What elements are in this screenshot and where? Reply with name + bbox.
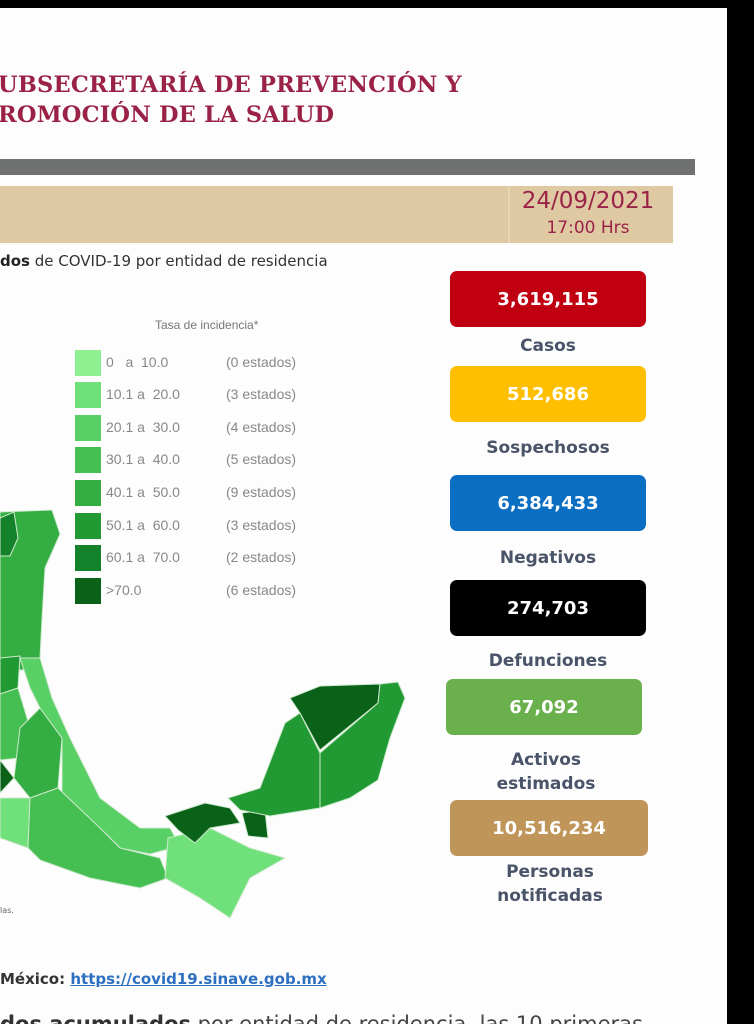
legend-item: 60.1 a 70.0 (2 estados) [75,545,335,571]
legend-item: 40.1 a 50.0 (9 estados) [75,480,335,506]
mexico-incidence-map [0,509,406,919]
bottom-text: dos acumulados por entidad de residencia… [0,1012,643,1024]
bottom-text-bold: dos acumulados [0,1012,191,1024]
report-date: 24/09/2021 [521,188,655,214]
stat-casos-label: Casos [520,336,576,356]
legend-range: 10.1 a 20.0 [106,386,180,402]
map-state [19,657,181,855]
legend-count: (2 estados) [226,549,297,565]
legend-item: 10.1 a 20.0 (3 estados) [75,382,335,408]
map-state [319,681,406,809]
legend-swatch [75,350,101,376]
stat-defunciones-box: 274,703 [450,580,646,636]
legend-count: (9 estados) [226,484,297,500]
legend-swatch [75,578,101,604]
stat-activos-label-line2: estimados [496,774,596,794]
legend-count: (3 estados) [226,386,297,402]
legend-item: 50.1 a 60.0 (3 estados) [75,513,335,539]
agency-title: UBSECRETARÍA DE PREVENCIÓN Y ROMOCIÓN DE… [0,70,462,130]
legend-range: 40.1 a 50.0 [106,484,180,500]
map-state [227,712,321,817]
legend-range: 50.1 a 60.0 [106,517,180,533]
stat-notificadas-label: Personas notificadas [452,860,648,908]
legend-swatch [75,382,101,408]
legend-item: >70.0 (6 estados) [75,578,335,604]
source-link[interactable]: https://covid19.sinave.gob.mx [70,970,327,988]
legend-range: 20.1 a 30.0 [106,419,180,435]
legend-swatch [75,513,101,539]
legend-swatch [75,415,101,441]
section-header-bar [0,186,673,243]
agency-title-line2: ROMOCIÓN DE LA SALUD [0,102,335,128]
stat-activos-box: 67,092 [446,679,642,735]
stat-activos-label: Activos estimados [448,748,644,796]
map-state [164,802,241,844]
map-state [164,827,286,919]
legend-count: (4 estados) [226,419,297,435]
stat-casos-box: 3,619,115 [450,271,646,327]
map-state [0,511,19,557]
map-state [0,797,31,849]
legend-range: 30.1 a 40.0 [106,451,180,467]
document-page: UBSECRETARÍA DE PREVENCIÓN Y ROMOCIÓN DE… [0,8,727,1024]
stat-notificadas-box: 10,516,234 [450,800,648,856]
source-prefix: México: [0,970,71,988]
legend-range: 0 a 10.0 [106,354,169,370]
map-footnote: las. [0,906,14,915]
legend-swatch [75,480,101,506]
legend-title: Tasa de incidencia* [155,318,259,332]
legend-range: 60.1 a 70.0 [106,549,180,565]
date-divider [508,186,510,243]
section-subtitle: dos de COVID-19 por entidad de residenci… [0,252,328,270]
subtitle-rest: de COVID-19 por entidad de residencia [29,252,328,270]
stat-sospechosos-box: 512,686 [450,366,646,422]
bottom-text-rest: por entidad de residencia, las 10 primer… [191,1012,643,1024]
stat-defunciones-label: Defunciones [488,651,608,671]
legend-swatch [75,545,101,571]
legend-count: (0 estados) [226,354,297,370]
legend-count: (5 estados) [226,451,297,467]
header-divider-bar [0,159,695,175]
stat-sospechosos-label: Sospechosos [486,438,610,458]
legend-item: 20.1 a 30.0 (4 estados) [75,415,335,441]
legend-count: (3 estados) [226,517,297,533]
report-time: 17:00 Hrs [546,218,630,238]
legend-count: (6 estados) [226,582,297,598]
map-state [0,759,15,794]
agency-title-line1: UBSECRETARÍA DE PREVENCIÓN Y [0,72,462,98]
stat-negativos-box: 6,384,433 [450,475,646,531]
legend-range: >70.0 [106,582,142,598]
stat-notificadas-label-line2: notificadas [497,886,603,906]
legend-item: 30.1 a 40.0 (5 estados) [75,447,335,473]
subtitle-bold: dos [0,252,30,270]
legend-swatch [75,447,101,473]
stat-activos-label-line1: Activos [510,750,582,770]
stat-negativos-label: Negativos [499,548,597,568]
source-line: México: https://covid19.sinave.gob.mx [0,970,327,988]
stat-notificadas-label-line1: Personas [506,862,594,882]
legend-item: 0 a 10.0 (0 estados) [75,350,335,376]
